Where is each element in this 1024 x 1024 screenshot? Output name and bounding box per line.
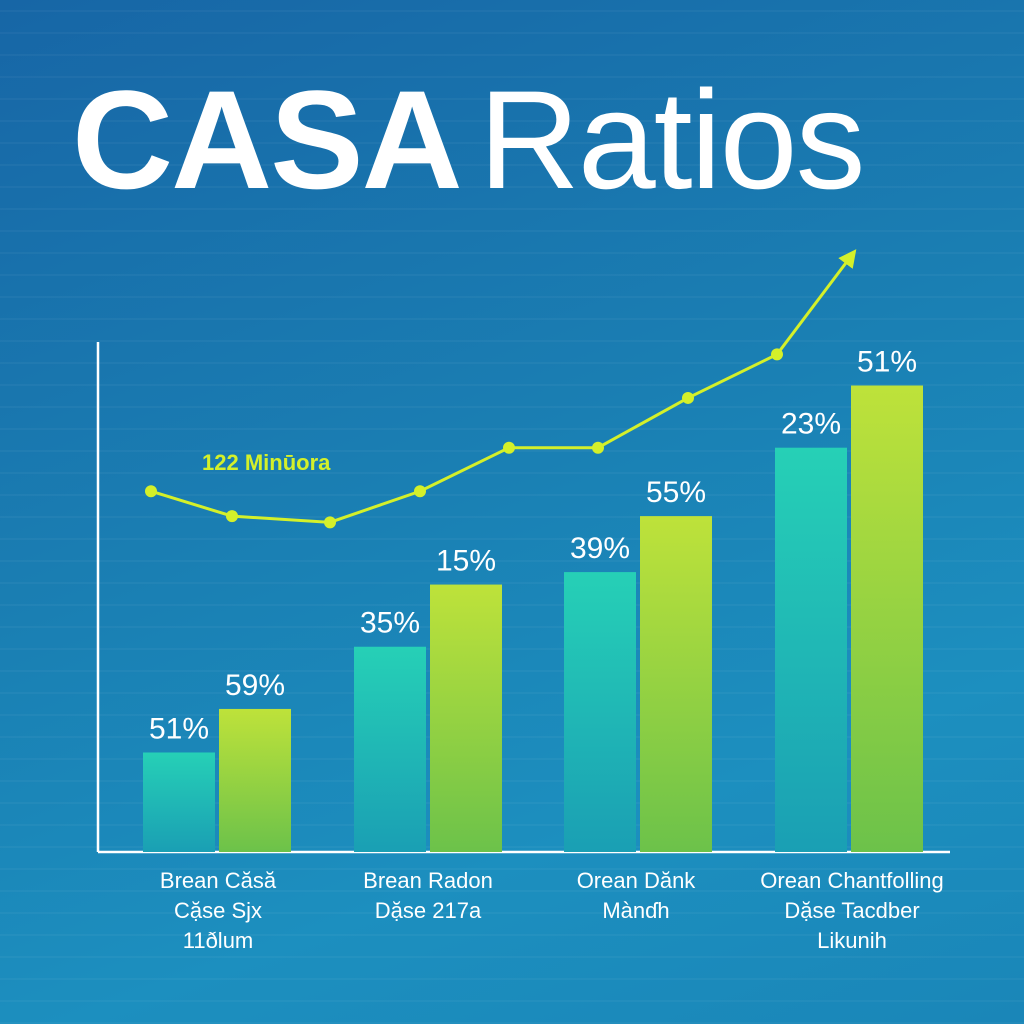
x-tick-label-3: Orean Dănk Mànɗh xyxy=(526,866,746,926)
title-part-casa: CASA xyxy=(72,61,463,218)
x-tick-label-line: Orean Chantfolling xyxy=(760,868,944,893)
trend-point-4 xyxy=(414,485,426,498)
x-tick-label-1: Brean Căsă Cặse Sjx 11ðlum xyxy=(108,866,328,956)
data-label-teal-3: 39% xyxy=(570,532,630,565)
trend-point-6 xyxy=(592,441,604,454)
x-tick-label-line: Likunih xyxy=(817,928,887,953)
bar-teal-1 xyxy=(143,752,215,852)
data-label-lime-4: 51% xyxy=(857,346,917,379)
x-tick-label-line: Orean Dănk xyxy=(576,868,696,893)
bar-teal-2 xyxy=(354,646,426,852)
chart-title: CASA Ratios xyxy=(72,60,972,220)
x-tick-label-line: Dặse 217a xyxy=(374,898,482,923)
trend-point-2 xyxy=(226,510,238,523)
bar-lime-2 xyxy=(430,584,502,852)
trend-line-label: 122 Minūora xyxy=(202,450,331,475)
bar-lime-1 xyxy=(219,708,291,852)
x-tick-label-line: Mànɗh xyxy=(602,898,670,923)
trend-point-8 xyxy=(771,348,783,361)
x-tick-label-2: Brean Radon Dặse 217a xyxy=(318,866,538,926)
trend-point-5 xyxy=(503,441,515,454)
bar-lime-3 xyxy=(640,516,712,852)
trend-point-1 xyxy=(145,485,157,498)
trend-point-7 xyxy=(682,391,694,404)
data-label-teal-1: 51% xyxy=(149,712,209,745)
data-label-teal-2: 35% xyxy=(360,607,420,640)
data-label-lime-1: 59% xyxy=(225,669,285,702)
x-tick-label-line: Cặse Sjx xyxy=(173,898,263,923)
bar-teal-4 xyxy=(775,447,847,852)
x-tick-label-line: Dặse Tacdber xyxy=(784,898,920,923)
x-tick-label-4: Orean Chantfolling Dặse Tacdber Likunih xyxy=(742,866,962,956)
trend-point-3 xyxy=(324,516,336,529)
trend-line xyxy=(150,249,857,524)
data-label-teal-4: 23% xyxy=(781,408,841,441)
bar-teal-3 xyxy=(564,572,636,852)
x-tick-label-line: 11ðlum xyxy=(182,928,254,953)
data-label-lime-3: 55% xyxy=(646,476,706,509)
bar-lime-4 xyxy=(851,385,923,852)
x-tick-label-line: Brean Căsă xyxy=(159,868,277,893)
x-tick-label-line: Brean Radon xyxy=(363,868,493,893)
title-part-ratios: Ratios xyxy=(478,61,866,218)
data-label-lime-2: 15% xyxy=(436,545,496,578)
